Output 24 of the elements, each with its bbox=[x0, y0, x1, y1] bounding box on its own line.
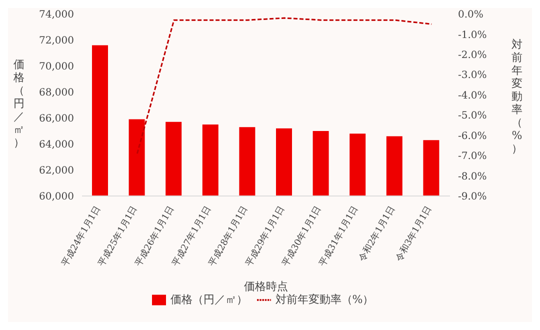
y2-tick-label: 0.0% bbox=[458, 10, 484, 21]
y-tick-label: 62,000 bbox=[39, 166, 74, 177]
y-tick-label: 68,000 bbox=[39, 88, 74, 99]
line-series bbox=[136, 17, 432, 154]
y2-tick-label: -5.0% bbox=[458, 110, 487, 122]
y-tick-label: 64,000 bbox=[39, 140, 74, 151]
y-tick-label: 72,000 bbox=[39, 36, 74, 47]
y2-tick-label: -1.0% bbox=[458, 30, 487, 41]
y2-tick-label: -4.0% bbox=[458, 90, 487, 102]
legend-label: 対前年変動率（%） bbox=[275, 293, 374, 306]
y-tick-label: 70,000 bbox=[39, 62, 74, 73]
y-axis-title: 価格（円／㎡） bbox=[12, 58, 26, 149]
y2-tick-label: -7.0% bbox=[458, 151, 487, 162]
y2-tick-label: -3.0% bbox=[458, 70, 487, 82]
y2-tick-label: -8.0% bbox=[458, 171, 487, 182]
y-tick-label: 74,000 bbox=[39, 10, 74, 21]
y2-tick-label: -2.0% bbox=[458, 50, 487, 61]
x-axis-title: 価格時点 bbox=[244, 280, 288, 293]
legend-label: 価格（円／㎡） bbox=[170, 293, 248, 306]
y2-tick-label: -6.0% bbox=[458, 130, 487, 142]
y-tick-label: 66,000 bbox=[39, 114, 74, 125]
y-tick-label: 60,000 bbox=[39, 192, 74, 203]
text: 対前年変動率（%） bbox=[512, 38, 522, 155]
y2-tick-label: -9.0% bbox=[458, 192, 487, 203]
